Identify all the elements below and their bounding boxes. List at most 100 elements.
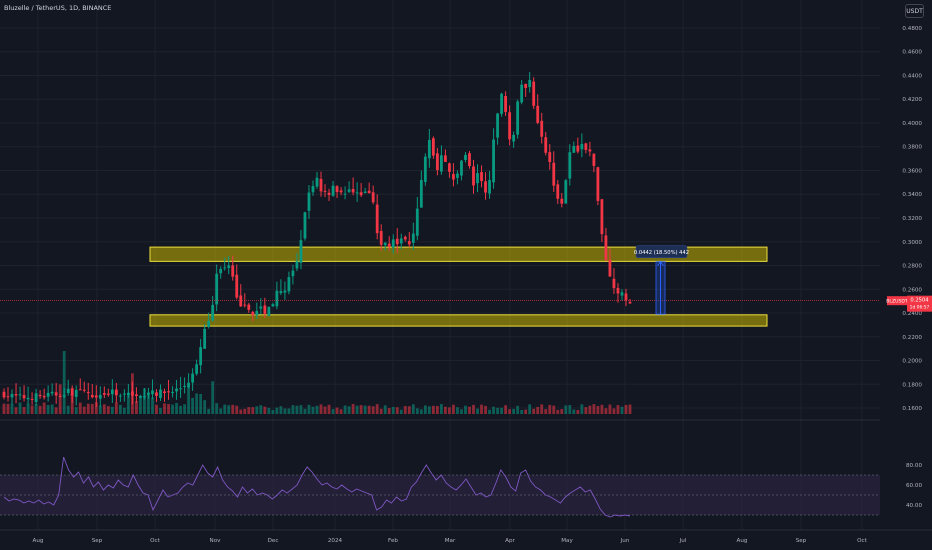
candle-body[interactable] <box>215 273 219 305</box>
candle-body[interactable] <box>243 304 247 306</box>
candle-body[interactable] <box>544 137 548 153</box>
candle-body[interactable] <box>359 192 363 196</box>
candle-body[interactable] <box>287 277 291 292</box>
candle-body[interactable] <box>311 185 315 193</box>
candle-body[interactable] <box>608 259 612 277</box>
candle-body[interactable] <box>18 394 22 396</box>
candle-body[interactable] <box>147 392 150 395</box>
candle-body[interactable] <box>307 192 311 211</box>
candle-body[interactable] <box>139 395 142 398</box>
candle-body[interactable] <box>620 292 624 296</box>
candle-body[interactable] <box>536 105 540 123</box>
candle-body[interactable] <box>106 393 110 395</box>
candle-body[interactable] <box>46 392 50 397</box>
candle-body[interactable] <box>10 393 14 398</box>
candle-body[interactable] <box>114 389 118 396</box>
candle-body[interactable] <box>548 152 552 163</box>
candle-body[interactable] <box>291 270 295 277</box>
candle-body[interactable] <box>516 101 520 135</box>
candle-body[interactable] <box>488 180 491 194</box>
candle-body[interactable] <box>363 191 367 194</box>
candle-body[interactable] <box>110 389 114 395</box>
candle-body[interactable] <box>275 290 279 307</box>
candle-body[interactable] <box>118 395 122 397</box>
candle-body[interactable] <box>203 328 207 349</box>
candle-body[interactable] <box>444 155 447 162</box>
candle-body[interactable] <box>86 392 90 394</box>
candle-body[interactable] <box>476 173 479 184</box>
candle-body[interactable] <box>628 301 632 304</box>
candle-body[interactable] <box>151 390 154 395</box>
candle-body[interactable] <box>399 238 403 244</box>
candle-body[interactable] <box>339 190 343 193</box>
candle-body[interactable] <box>70 388 74 396</box>
candle-body[interactable] <box>251 311 255 316</box>
candle-body[interactable] <box>122 393 126 395</box>
candle-body[interactable] <box>219 268 223 274</box>
rsi-pane[interactable] <box>0 456 880 518</box>
candle-body[interactable] <box>395 238 399 245</box>
candle-body[interactable] <box>572 146 576 153</box>
candle-body[interactable] <box>435 153 439 171</box>
candle-body[interactable] <box>263 305 267 314</box>
candle-body[interactable] <box>299 240 303 263</box>
candle-body[interactable] <box>179 388 182 390</box>
candle-body[interactable] <box>247 304 251 310</box>
candle-body[interactable] <box>22 395 26 399</box>
candle-body[interactable] <box>496 113 499 138</box>
candle-body[interactable] <box>584 143 588 150</box>
candle-body[interactable] <box>355 192 359 194</box>
candle-body[interactable] <box>335 186 339 193</box>
candle-body[interactable] <box>319 178 323 192</box>
candle-body[interactable] <box>42 395 46 398</box>
candle-body[interactable] <box>379 231 383 245</box>
candle-body[interactable] <box>403 236 407 240</box>
candle-body[interactable] <box>82 389 86 391</box>
candle-body[interactable] <box>560 198 564 204</box>
candle-body[interactable] <box>175 388 178 392</box>
candle-body[interactable] <box>427 140 431 159</box>
candle-body[interactable] <box>211 304 215 321</box>
candle-body[interactable] <box>143 396 146 398</box>
candle-body[interactable] <box>183 385 186 387</box>
candle-body[interactable] <box>191 373 195 383</box>
candle-body[interactable] <box>255 310 259 316</box>
candle-body[interactable] <box>540 120 544 137</box>
candle-body[interactable] <box>448 163 451 172</box>
candle-body[interactable] <box>472 166 475 186</box>
candle-body[interactable] <box>199 347 203 366</box>
candle-body[interactable] <box>552 162 556 186</box>
candle-body[interactable] <box>30 398 34 400</box>
candle-body[interactable] <box>66 388 70 394</box>
candle-body[interactable] <box>419 179 423 208</box>
candle-body[interactable] <box>34 393 38 402</box>
candle-body[interactable] <box>279 291 283 294</box>
candle-body[interactable] <box>588 149 592 152</box>
candle-body[interactable] <box>492 139 495 183</box>
candle-body[interactable] <box>171 392 174 394</box>
candle-body[interactable] <box>387 243 391 247</box>
candle-body[interactable] <box>14 394 18 396</box>
candle-body[interactable] <box>375 204 379 234</box>
candle-body[interactable] <box>135 394 138 397</box>
candle-body[interactable] <box>439 155 443 172</box>
candle-body[interactable] <box>62 394 66 397</box>
candle-body[interactable] <box>411 233 415 243</box>
candle-body[interactable] <box>464 154 467 160</box>
support-zone[interactable] <box>149 314 768 327</box>
candle-body[interactable] <box>90 394 94 398</box>
candle-body[interactable] <box>295 261 299 269</box>
candle-body[interactable] <box>331 185 335 196</box>
candle-body[interactable] <box>456 173 459 178</box>
candle-body[interactable] <box>131 391 134 396</box>
candle-body[interactable] <box>500 93 503 114</box>
candle-body[interactable] <box>58 395 62 397</box>
candle-body[interactable] <box>235 274 239 298</box>
support-resistance-zones[interactable] <box>149 246 768 327</box>
candle-body[interactable] <box>616 288 620 294</box>
candle-body[interactable] <box>504 96 508 112</box>
candle-body[interactable] <box>391 239 395 248</box>
price-candles[interactable] <box>2 71 632 408</box>
candle-body[interactable] <box>78 389 82 391</box>
